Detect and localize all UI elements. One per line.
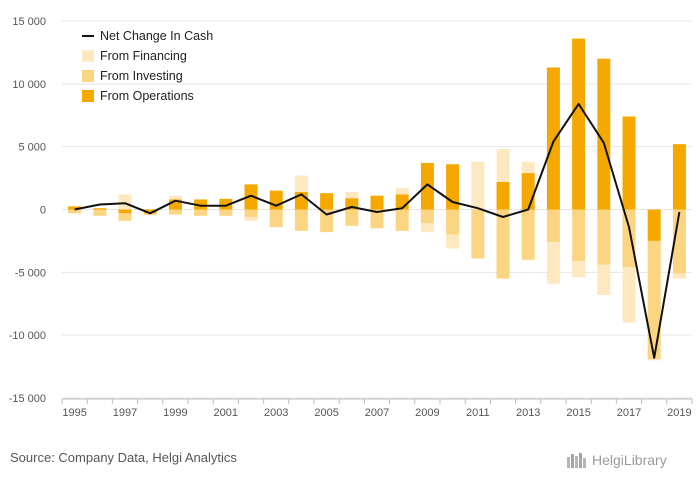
bar-from-operations-2016 [597, 58, 611, 210]
legend-label-from-financing: From Financing [100, 49, 187, 63]
net-change-in-cash-line [74, 102, 681, 359]
bar-from-financing-2011 [471, 161, 485, 210]
bar-from-operations-2018 [647, 209, 661, 241]
bar-from-financing-2008 [395, 188, 409, 195]
x-tick-label: 2003 [264, 407, 288, 419]
bar-from-operations-1997 [118, 209, 132, 214]
bar-from-investing-2006 [345, 209, 359, 226]
x-tick-label: 2013 [516, 407, 540, 419]
bar-from-operations-2019 [672, 144, 686, 210]
bar-from-investing-2004 [294, 209, 308, 231]
bar-from-operations-2005 [320, 193, 334, 210]
bar-from-investing-2000 [194, 209, 208, 216]
bar-from-operations-2010 [446, 164, 460, 210]
bar-from-financing-1999 [168, 195, 182, 200]
y-tick-label: -15 000 [9, 393, 46, 405]
y-tick-label: -5 000 [15, 267, 46, 279]
bar-from-investing-2017 [622, 209, 636, 268]
legend-swatch-from-investing [82, 70, 94, 82]
bar-from-financing-2012 [496, 149, 510, 182]
legend-swatch-from-financing [82, 50, 94, 62]
bar-from-operations-2000 [194, 199, 208, 210]
legend-label-net-change-in-cash: Net Change In Cash [100, 29, 213, 43]
bar-from-investing-2012 [496, 209, 510, 279]
x-tick-label: 1997 [113, 407, 137, 419]
bar-from-operations-2002 [244, 184, 258, 210]
bar-from-investing-2014 [546, 209, 560, 243]
bar-from-operations-1999 [168, 199, 182, 210]
bar-from-financing-2013 [521, 161, 535, 174]
logo-text: HelgiLibrary [592, 452, 667, 468]
bar-from-financing-2004 [294, 175, 308, 192]
bar-from-financing-2002 [244, 217, 258, 221]
bar-from-investing-2002 [244, 209, 258, 218]
x-tick-label: 1995 [62, 407, 86, 419]
bar-from-operations-2014 [546, 67, 560, 210]
bar-from-operations-1998 [143, 209, 157, 214]
y-tick-label: 0 [40, 205, 46, 217]
bar-from-investing-2005 [320, 209, 334, 233]
bar-from-investing-2013 [521, 209, 535, 260]
bar-from-operations-2007 [370, 195, 384, 210]
legend-swatch-from-operations [82, 90, 94, 102]
bar-from-financing-2016 [597, 264, 611, 295]
bar-from-financing-2019 [672, 273, 686, 279]
bar-from-investing-2015 [572, 209, 586, 262]
x-tick-label: 2009 [415, 407, 439, 419]
source-note: Source: Company Data, Helgi Analytics [10, 450, 237, 465]
helgi-library-logo: HelgiLibrary [566, 449, 694, 471]
bar-from-investing-2001 [219, 209, 233, 216]
grid-lines [62, 20, 692, 399]
bar-from-operations-2012 [496, 181, 510, 210]
x-tick-label: 2005 [314, 407, 338, 419]
bar-from-operations-2015 [572, 38, 586, 210]
bar-from-operations-2001 [219, 198, 233, 210]
bar-from-operations-1996 [93, 208, 107, 210]
x-tick-label: 2001 [214, 407, 238, 419]
bar-from-investing-1995 [68, 209, 82, 214]
net-change-line-layer [74, 102, 681, 359]
library-books-icon [567, 453, 586, 468]
bar-from-financing-2009 [420, 223, 434, 233]
y-tick-label: 5 000 [18, 142, 46, 154]
bar-from-investing-2003 [269, 209, 283, 228]
bar-from-financing-2010 [446, 234, 460, 249]
axes: 15 000 10 000 5 000 0 -5 000 -10 000 -15 000 19… [9, 16, 693, 419]
bar-from-investing-2011 [471, 209, 485, 259]
bar-from-investing-2018 [647, 240, 661, 360]
bar-from-financing-1997 [118, 194, 132, 210]
bar-from-investing-1996 [93, 209, 107, 216]
bar-from-operations-2006 [345, 198, 359, 210]
bar-from-investing-2009 [420, 209, 434, 224]
bar-from-operations-2013 [521, 173, 535, 210]
bar-from-investing-1997 [118, 213, 132, 221]
bar-from-operations-1995 [68, 206, 82, 210]
x-tick-label: 1999 [163, 407, 187, 419]
legend-label-from-investing: From Investing [100, 69, 183, 83]
bar-from-investing-1999 [168, 209, 182, 215]
bar-from-investing-2007 [370, 209, 384, 229]
bar-from-investing-2008 [395, 209, 409, 231]
x-tick-label: 2015 [566, 407, 590, 419]
y-tick-label: -10 000 [9, 330, 46, 342]
x-tick-label: 2017 [617, 407, 641, 419]
bars [68, 38, 686, 361]
x-tick-label: 2011 [466, 407, 490, 419]
bar-from-financing-2017 [622, 267, 636, 323]
y-tick-label: 10 000 [12, 79, 46, 91]
bar-from-operations-2009 [420, 163, 434, 210]
legend: Net Change In Cash From Financing From Inv… [82, 29, 213, 103]
bar-from-financing-2018 [647, 359, 661, 361]
bar-from-investing-2016 [597, 209, 611, 265]
bar-from-investing-2010 [446, 209, 460, 235]
x-tick-label: 2019 [667, 407, 691, 419]
x-tick-label: 2007 [365, 407, 389, 419]
bar-from-financing-2015 [572, 261, 586, 278]
bar-from-financing-2006 [345, 191, 359, 199]
bar-from-financing-2014 [546, 242, 560, 284]
legend-label-from-operations: From Operations [100, 89, 194, 103]
bar-from-operations-2017 [622, 116, 636, 210]
y-tick-label: 15 000 [12, 16, 46, 28]
